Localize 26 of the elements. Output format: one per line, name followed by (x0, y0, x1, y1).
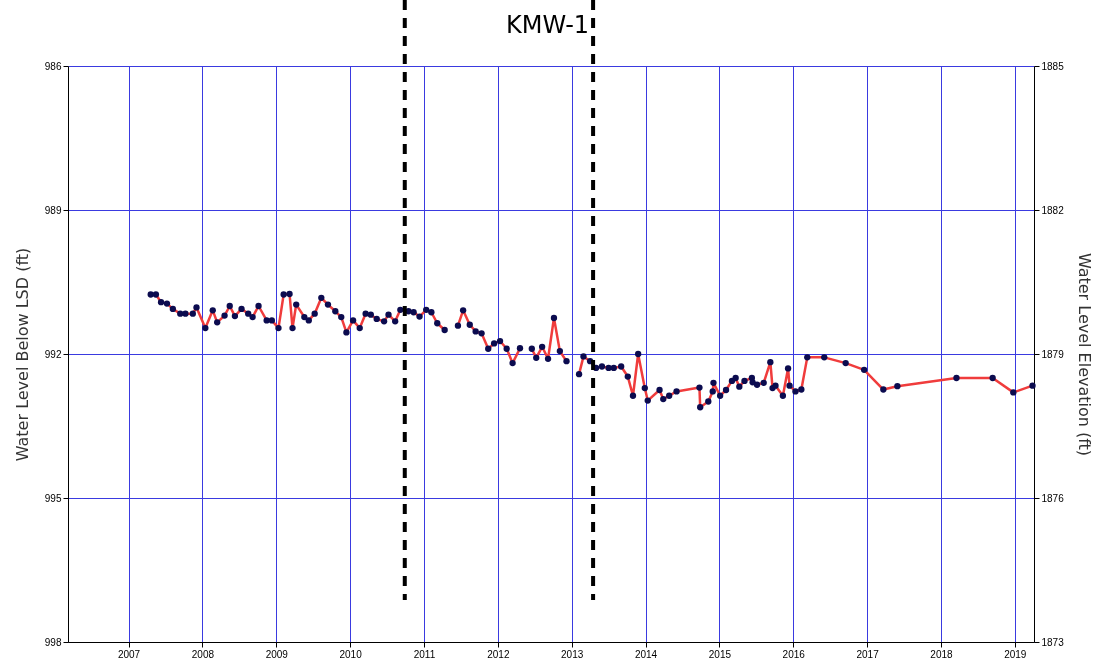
y-tick-label: 986 (44, 60, 62, 72)
y-tick-label: 992 (44, 348, 62, 360)
x-tick-label: 2010 (339, 648, 363, 660)
x-tick-label: 2007 (117, 648, 141, 660)
x-tick-label: 2016 (782, 648, 806, 660)
y2-tick-label: 1882 (1041, 204, 1065, 216)
x-tick-label: 2018 (930, 648, 953, 660)
ref-line-label: KMW-1 (505, 11, 590, 39)
y2-tick-label: 1873 (1041, 636, 1065, 648)
y-axis-title: Water Level Below LSD (ft) (12, 247, 32, 462)
x-tick-label: 2019 (1004, 648, 1027, 660)
y-tick-label: 989 (44, 204, 62, 216)
x-tick-label: 2008 (191, 648, 215, 660)
y2-tick-label: 1885 (1041, 60, 1065, 72)
x-tick-label: 2017 (856, 648, 880, 660)
x-tick-label: 2013 (561, 648, 584, 660)
x-tick-label: 2009 (265, 648, 289, 660)
x-tick-label: 2011 (413, 648, 436, 660)
y2-tick-label: 1879 (1041, 348, 1065, 360)
x-tick-label: 2015 (708, 648, 732, 660)
y2-axis-title: Water Level Elevation (ft) (1074, 252, 1094, 457)
x-tick-label: 2014 (634, 648, 658, 660)
y-tick-label: 995 (44, 492, 62, 504)
x-tick-label: 2012 (487, 648, 510, 660)
y-tick-label: 998 (44, 636, 62, 648)
y2-tick-label: 1876 (1041, 492, 1065, 504)
